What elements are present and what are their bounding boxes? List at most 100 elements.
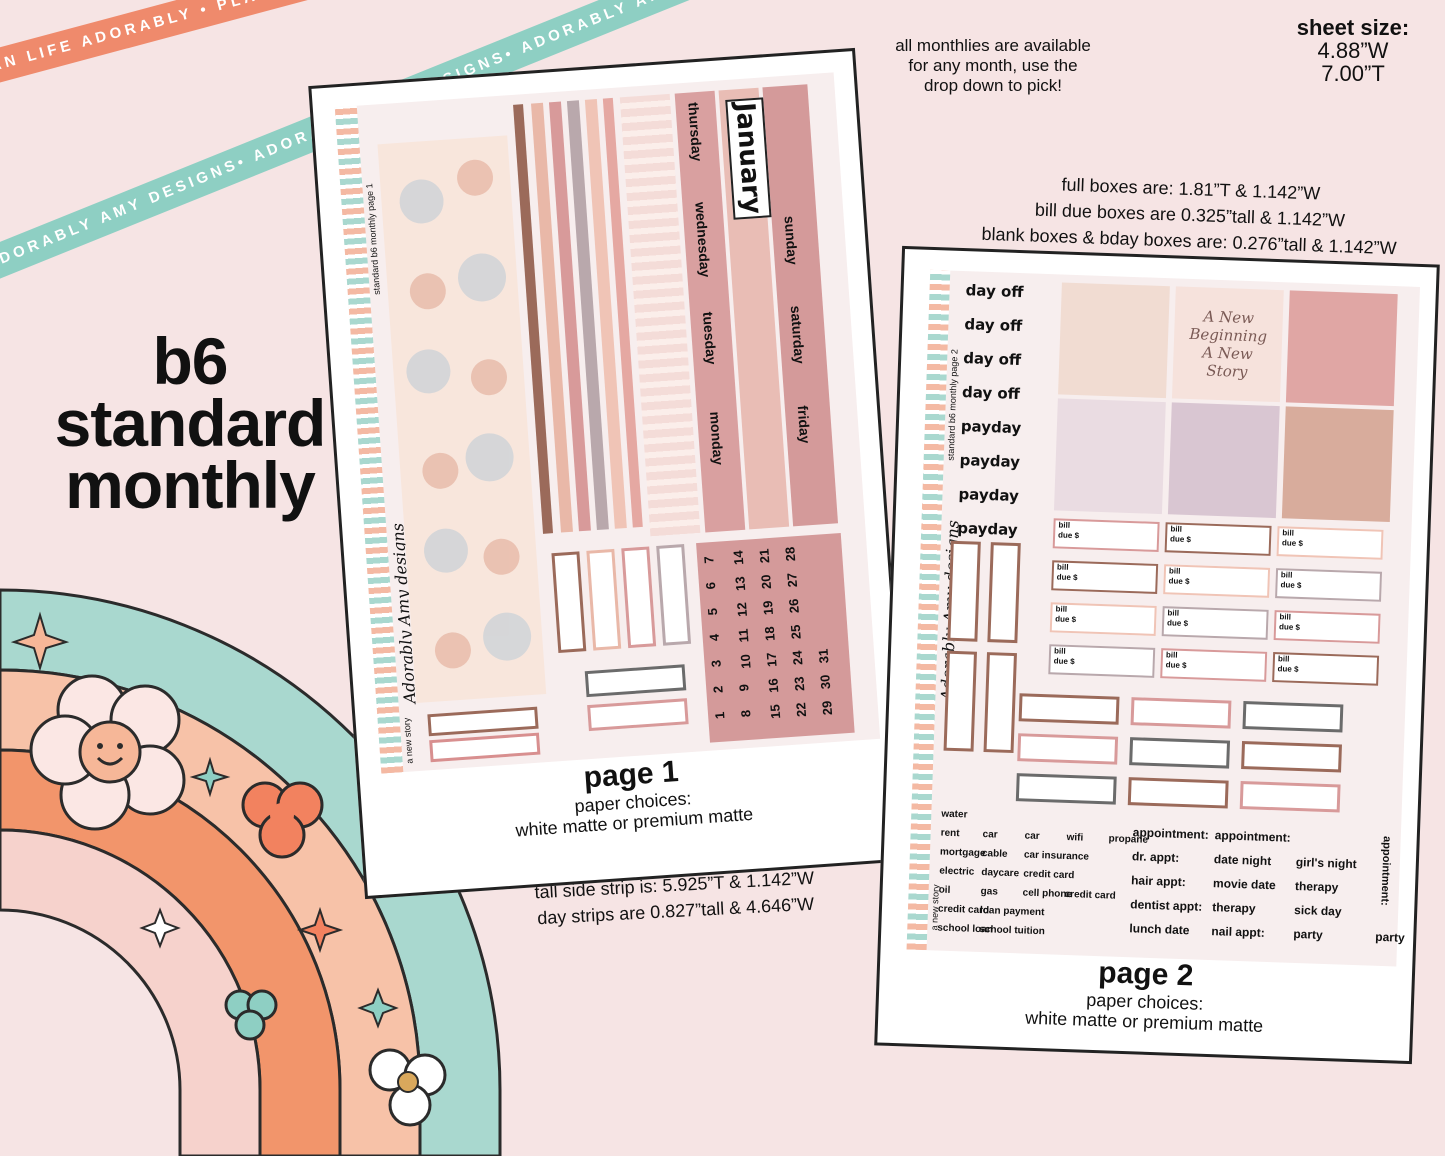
blank-box — [1127, 777, 1229, 809]
sheet1-sticker-area: standard b6 monthly page 1 Adorably Amy … — [334, 72, 881, 774]
sheet-size-tall: 7.00”T — [1321, 61, 1385, 86]
word-sticker: loan payment — [979, 904, 1045, 919]
sheet2-kit-name: a new story — [929, 884, 941, 931]
word-sticker: credit card — [1023, 868, 1075, 882]
word-sticker: wifi — [1066, 831, 1084, 844]
blank-box — [1242, 701, 1344, 733]
teal-flower-icon — [224, 989, 278, 1041]
date-number: 23 — [791, 676, 808, 692]
orange-flower-icon — [241, 781, 324, 859]
vertical-appointment-word: appointment: — [1378, 835, 1393, 906]
date-number: 15 — [767, 703, 784, 720]
date-number: 2 — [710, 685, 726, 694]
due-label: due $ — [1165, 660, 1187, 671]
date-number: 19 — [760, 600, 776, 616]
word-sticker: daycare — [981, 867, 1020, 880]
date-number: 10 — [737, 653, 754, 670]
full-box — [586, 548, 622, 651]
blank-box — [587, 698, 689, 732]
word-sticker: nail appt: — [1211, 924, 1265, 940]
word-sticker: oil — [938, 884, 951, 896]
full-box — [621, 546, 657, 649]
full-box-illustration-1 — [1058, 282, 1170, 399]
word-sticker: credit card — [1064, 888, 1116, 902]
word-sticker: dentist appt: — [1130, 897, 1203, 914]
label-sticker: payday — [956, 518, 1018, 540]
date-number: 25 — [787, 624, 804, 640]
label-sticker: day off — [964, 315, 1023, 336]
sparkle-icon — [357, 987, 399, 1029]
due-label: due $ — [1055, 614, 1077, 625]
due-label: due $ — [1053, 656, 1075, 667]
full-box — [943, 650, 978, 752]
word-sticker: hair appt: — [1130, 873, 1187, 890]
sheet-size: sheet size: 4.88”W 7.00”T — [1283, 16, 1423, 85]
date-number: 22 — [793, 701, 810, 718]
date-number: 1 — [712, 711, 728, 720]
date-number: 26 — [785, 598, 802, 614]
bill-due-box: bill due $ — [1160, 648, 1268, 682]
blank-box — [1015, 773, 1117, 805]
date-number: 8 — [737, 709, 754, 718]
title-line-2: standard — [54, 386, 327, 460]
bill-due-box: bill due $ — [1161, 606, 1269, 640]
bill-due-box: bill due $ — [1049, 602, 1157, 636]
bill-due-box: bill due $ — [1164, 522, 1272, 556]
label-sticker: payday — [959, 451, 1021, 472]
sparkle-icon — [139, 907, 181, 949]
daisy-flower-icon — [368, 1048, 447, 1127]
full-box-floral — [1053, 398, 1166, 515]
date-number: 14 — [730, 550, 747, 566]
word-sticker: therapy — [1294, 878, 1339, 895]
date-number: 30 — [817, 674, 834, 690]
word-sticker: sick day — [1293, 902, 1342, 919]
word-sticker: gas — [980, 885, 999, 898]
bill-due-box: bill due $ — [1163, 564, 1271, 598]
sheet-size-label: sheet size: — [1296, 15, 1410, 40]
date-number: 27 — [784, 572, 801, 588]
due-label: due $ — [1057, 530, 1080, 541]
word-sticker: cable — [981, 848, 1008, 860]
blank-box — [1241, 741, 1342, 773]
due-label: due $ — [1168, 576, 1190, 587]
bday-box — [429, 732, 541, 763]
due-label: due $ — [1169, 534, 1192, 545]
boxes-note: full boxes are: 1.81”T & 1.142”W bill du… — [939, 167, 1441, 262]
floral-tall-strip — [377, 135, 547, 704]
due-label: due $ — [1281, 538, 1304, 549]
word-sticker: mortgage — [939, 846, 986, 860]
date-number: 5 — [704, 607, 721, 616]
word-sticker: girl's night — [1295, 854, 1357, 872]
date-number: 6 — [702, 581, 719, 590]
sticker-sheet-page-1: standard b6 monthly page 1 Adorably Amy … — [308, 47, 912, 900]
due-label: due $ — [1280, 580, 1302, 590]
word-sticker: party — [1293, 926, 1323, 942]
date-number: 28 — [782, 546, 799, 562]
months-note-line-2: for any month, use the — [908, 56, 1078, 75]
word-sticker: car — [982, 829, 998, 841]
title-line-3: monthly — [65, 448, 316, 522]
word-sticker: water — [941, 808, 968, 821]
bill-due-box: bill due $ — [1276, 526, 1384, 560]
date-number: 12 — [734, 601, 751, 618]
blank-box — [1017, 733, 1119, 765]
blank-box — [1129, 737, 1231, 769]
date-number: 13 — [732, 575, 749, 592]
sparkle-icon — [296, 906, 344, 954]
date-number: 17 — [763, 651, 780, 668]
label-sticker: day off — [965, 281, 1024, 302]
date-number: 31 — [815, 648, 832, 664]
bill-due-box: bill due $ — [1272, 652, 1380, 686]
product-title: b6 standard monthly — [40, 328, 340, 522]
full-box-candle — [1167, 402, 1280, 519]
date-number: 11 — [735, 628, 752, 643]
quote-text: A New Beginning A New Story — [1189, 307, 1268, 381]
blank-box — [1239, 780, 1341, 813]
sparkle-icon — [189, 756, 231, 798]
bill-due-box: bill due $ — [1051, 560, 1159, 594]
full-box — [947, 540, 981, 642]
label-sticker: payday — [958, 484, 1020, 506]
word-sticker: date night — [1213, 852, 1272, 869]
full-box — [656, 544, 692, 646]
label-sticker: payday — [960, 417, 1022, 438]
